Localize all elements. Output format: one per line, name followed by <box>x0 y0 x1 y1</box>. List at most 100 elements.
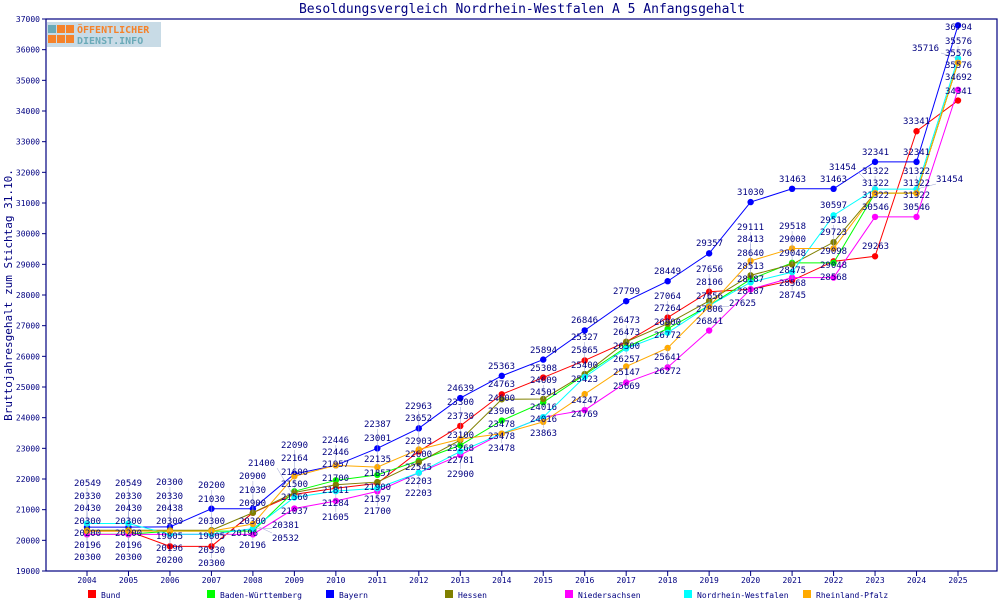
data-point <box>540 413 547 421</box>
data-label: 32341 <box>903 148 930 158</box>
data-label: 20200 <box>74 529 101 539</box>
y-tick-label: 29000 <box>16 260 40 269</box>
data-label: 20330 <box>74 492 101 502</box>
legend-label: Bund <box>101 591 120 600</box>
data-point <box>374 471 381 479</box>
data-point <box>457 442 464 449</box>
data-label: 25669 <box>613 382 640 392</box>
x-tick-label: 2004 <box>77 576 96 585</box>
data-label: 29263 <box>862 242 889 252</box>
data-label: 25894 <box>530 346 557 356</box>
data-label: 27656 <box>696 292 723 302</box>
y-tick-label: 37000 <box>16 15 40 24</box>
data-label: 22446 <box>322 448 349 458</box>
y-tick-label: 27000 <box>16 322 40 331</box>
data-label: 31463 <box>820 175 847 185</box>
data-label: 25423 <box>571 375 598 385</box>
data-label: 20196 <box>231 529 258 539</box>
data-point <box>540 418 547 426</box>
data-label: 20300 <box>198 559 225 569</box>
data-label: 34692 <box>945 73 972 83</box>
data-point <box>332 481 340 488</box>
data-label: 20300 <box>156 478 183 488</box>
data-label: 20430 <box>74 504 101 514</box>
data-label: 31463 <box>779 175 806 185</box>
data-label: 22446 <box>322 436 349 446</box>
data-label: 20300 <box>239 517 266 527</box>
x-tick-label: 2008 <box>243 576 262 585</box>
data-label: 24609 <box>530 376 557 386</box>
data-label: 21900 <box>364 483 391 493</box>
data-label: 31322 <box>862 167 889 177</box>
data-point <box>830 212 837 219</box>
x-tick-label: 2016 <box>575 576 594 585</box>
data-point <box>622 379 630 386</box>
data-point <box>498 396 505 403</box>
data-label: 21030 <box>239 486 266 496</box>
data-point <box>291 489 298 496</box>
data-label: 23268 <box>447 444 474 454</box>
data-label: 28475 <box>779 266 806 276</box>
y-axis-label: Bruttojahresgehalt zum Stichtag 31.10. <box>2 169 15 421</box>
data-label: 28745 <box>779 291 806 301</box>
data-label: 29723 <box>820 228 847 238</box>
logo-line2: DIENST.INFO <box>77 36 143 47</box>
y-tick-label: 30000 <box>16 230 40 239</box>
data-label: 28449 <box>654 267 681 277</box>
data-point <box>498 391 505 398</box>
data-label: 23906 <box>488 407 515 417</box>
data-label: 26841 <box>696 317 723 327</box>
y-tick-label: 31000 <box>16 199 40 208</box>
x-tick-label: 2018 <box>658 576 677 585</box>
data-label: 20549 <box>74 479 101 489</box>
data-point <box>747 198 754 206</box>
x-tick-label: 2011 <box>368 576 387 585</box>
logo-line1: ÖFFENTLICHER <box>77 22 150 36</box>
data-label: 22545 <box>405 463 432 473</box>
data-label: 20200 <box>198 481 225 491</box>
data-label: 19805 <box>156 532 183 542</box>
data-label: 20200 <box>156 556 183 566</box>
data-point <box>415 459 423 466</box>
data-label: 22090 <box>281 441 308 451</box>
data-label: 20300 <box>74 517 101 527</box>
data-label: 21811 <box>322 486 349 496</box>
data-point <box>871 253 879 260</box>
data-label: 22387 <box>364 420 391 430</box>
data-label: 29111 <box>737 223 764 233</box>
data-label: 26473 <box>613 316 640 326</box>
data-label: 20196 <box>115 541 142 551</box>
data-label: 27625 <box>729 299 756 309</box>
y-tick-label: 19000 <box>16 567 40 576</box>
x-tick-label: 2007 <box>202 576 221 585</box>
y-tick-label: 34000 <box>16 107 40 116</box>
data-label: 21605 <box>322 513 349 523</box>
x-tick-label: 2010 <box>326 576 345 585</box>
data-label: 21597 <box>364 495 391 505</box>
data-point <box>664 364 671 371</box>
y-tick-label: 23000 <box>16 444 40 453</box>
data-point <box>747 286 754 293</box>
data-point <box>581 390 588 398</box>
x-tick-label: 2023 <box>865 576 884 585</box>
data-label: 24763 <box>488 380 515 390</box>
data-label: 26772 <box>654 331 681 341</box>
data-label: 36794 <box>945 23 972 33</box>
data-label: 28413 <box>737 235 764 245</box>
chart-title: Besoldungsvergleich Nordrhein-Westfalen … <box>299 2 745 17</box>
logo: ÖFFENTLICHER DIENST.INFO <box>47 22 161 47</box>
data-label: 25865 <box>571 346 598 356</box>
data-label: 27064 <box>654 292 681 302</box>
data-label: 27656 <box>696 265 723 275</box>
data-point <box>581 406 588 414</box>
legend-label: Nordrhein-Westfalen <box>697 591 789 600</box>
data-label: 23652 <box>405 414 432 424</box>
data-label: 24639 <box>447 384 474 394</box>
data-label: 27799 <box>613 287 640 297</box>
data-label: 20196 <box>239 541 266 551</box>
data-point <box>830 259 837 267</box>
data-label: 20900 <box>239 472 266 482</box>
data-label: 26473 <box>613 328 640 338</box>
legend-marker <box>445 590 453 598</box>
data-point <box>581 327 588 334</box>
